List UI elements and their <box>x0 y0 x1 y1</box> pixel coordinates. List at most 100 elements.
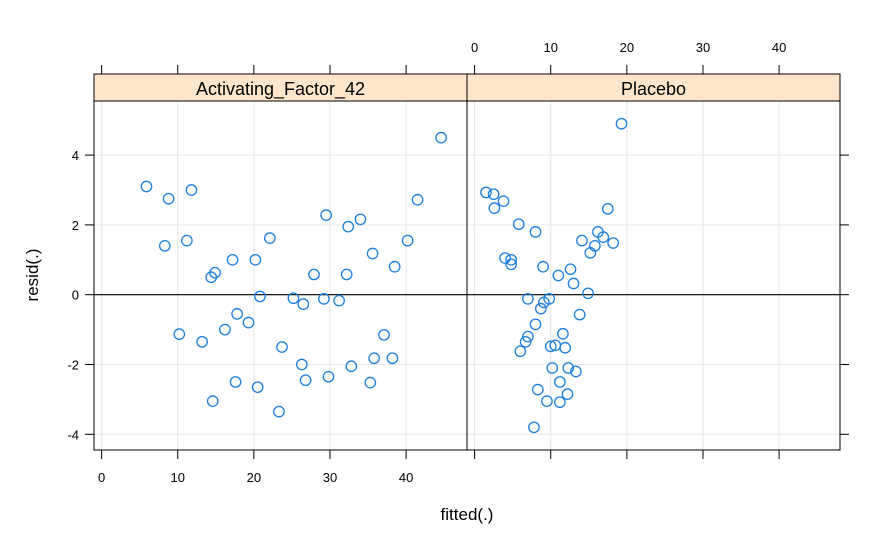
data-point <box>607 237 620 249</box>
data-point <box>562 362 575 374</box>
strip-background <box>93 73 468 102</box>
data-point <box>345 360 358 373</box>
data-point <box>378 328 390 341</box>
x-tick-label-bottom: 30 <box>323 470 337 485</box>
data-point <box>582 287 594 300</box>
data-point <box>541 395 553 407</box>
y-tick-label: 0 <box>72 288 79 303</box>
data-point <box>226 253 239 266</box>
data-point <box>162 192 175 205</box>
data-point <box>570 365 582 378</box>
x-tick-label-bottom: 10 <box>171 470 185 485</box>
data-point <box>522 293 534 305</box>
data-point <box>505 258 518 271</box>
data-point <box>340 268 353 281</box>
strip-label: Placebo <box>621 79 686 99</box>
data-point <box>273 405 285 418</box>
data-point <box>480 186 492 199</box>
data-point <box>173 328 186 340</box>
data-point <box>554 396 566 409</box>
data-point <box>368 352 380 365</box>
data-point <box>229 376 242 388</box>
y-tick-label: 4 <box>72 148 79 163</box>
data-point <box>354 213 367 226</box>
data-point <box>366 247 379 260</box>
data-point <box>499 252 511 264</box>
data-point <box>401 234 414 247</box>
x-axis-label: fitted(.) <box>441 505 494 524</box>
data-point <box>505 253 518 266</box>
data-point <box>529 226 542 238</box>
data-point <box>488 202 501 214</box>
data-point <box>158 239 171 252</box>
data-point <box>320 209 333 221</box>
data-point <box>411 193 424 206</box>
data-point <box>299 374 312 387</box>
data-point <box>209 266 221 279</box>
data-point <box>308 268 320 281</box>
data-point <box>276 341 288 353</box>
x-tick-label-bottom: 40 <box>399 470 413 485</box>
data-point <box>287 292 300 305</box>
data-point <box>519 335 532 348</box>
data-point <box>601 202 614 215</box>
data-point <box>522 330 534 343</box>
data-point <box>219 323 231 336</box>
data-point <box>534 302 547 315</box>
data-point <box>567 277 580 290</box>
data-point <box>557 327 569 340</box>
data-point <box>529 318 542 331</box>
data-point <box>386 352 399 365</box>
strip-label: Activating_Factor_42 <box>196 79 365 100</box>
data-point <box>615 117 628 130</box>
data-point <box>528 421 540 434</box>
data-point <box>388 260 401 273</box>
data-point <box>364 376 377 389</box>
data-point <box>573 308 586 321</box>
data-point <box>537 260 549 273</box>
y-tick-label: -2 <box>67 357 79 372</box>
x-tick-label-top: 40 <box>772 40 786 55</box>
strip-background <box>466 73 841 102</box>
data-point <box>249 253 262 266</box>
data-point <box>206 395 219 407</box>
panel-background <box>94 101 467 450</box>
data-point <box>576 234 588 247</box>
data-point <box>251 381 264 394</box>
data-point <box>552 269 565 282</box>
data-point <box>554 376 566 388</box>
data-point <box>231 308 243 320</box>
data-point <box>295 358 308 371</box>
x-tick-label-top: 0 <box>471 40 478 55</box>
data-point <box>263 232 276 245</box>
x-tick-label-top: 30 <box>696 40 710 55</box>
data-point <box>514 345 527 358</box>
data-point <box>242 316 255 329</box>
x-tick-label-bottom: 0 <box>98 470 105 485</box>
data-point <box>497 195 510 208</box>
data-point <box>546 362 559 374</box>
data-point <box>561 388 574 401</box>
x-tick-label-top: 20 <box>620 40 634 55</box>
data-point <box>544 340 557 353</box>
data-point <box>297 298 310 310</box>
data-point <box>185 184 198 196</box>
data-point <box>597 231 610 243</box>
data-point <box>140 180 153 193</box>
data-point <box>531 383 544 396</box>
data-point <box>435 131 447 144</box>
y-tick-label: -4 <box>67 427 79 442</box>
data-point <box>487 188 500 201</box>
panel-background <box>467 101 840 450</box>
data-point <box>322 370 335 383</box>
data-point <box>333 294 345 307</box>
data-point <box>342 220 355 233</box>
data-point <box>543 293 556 305</box>
data-point <box>564 263 577 276</box>
data-point <box>512 218 525 231</box>
x-tick-label-top: 10 <box>544 40 558 55</box>
data-point <box>318 293 330 305</box>
data-point <box>181 234 193 247</box>
